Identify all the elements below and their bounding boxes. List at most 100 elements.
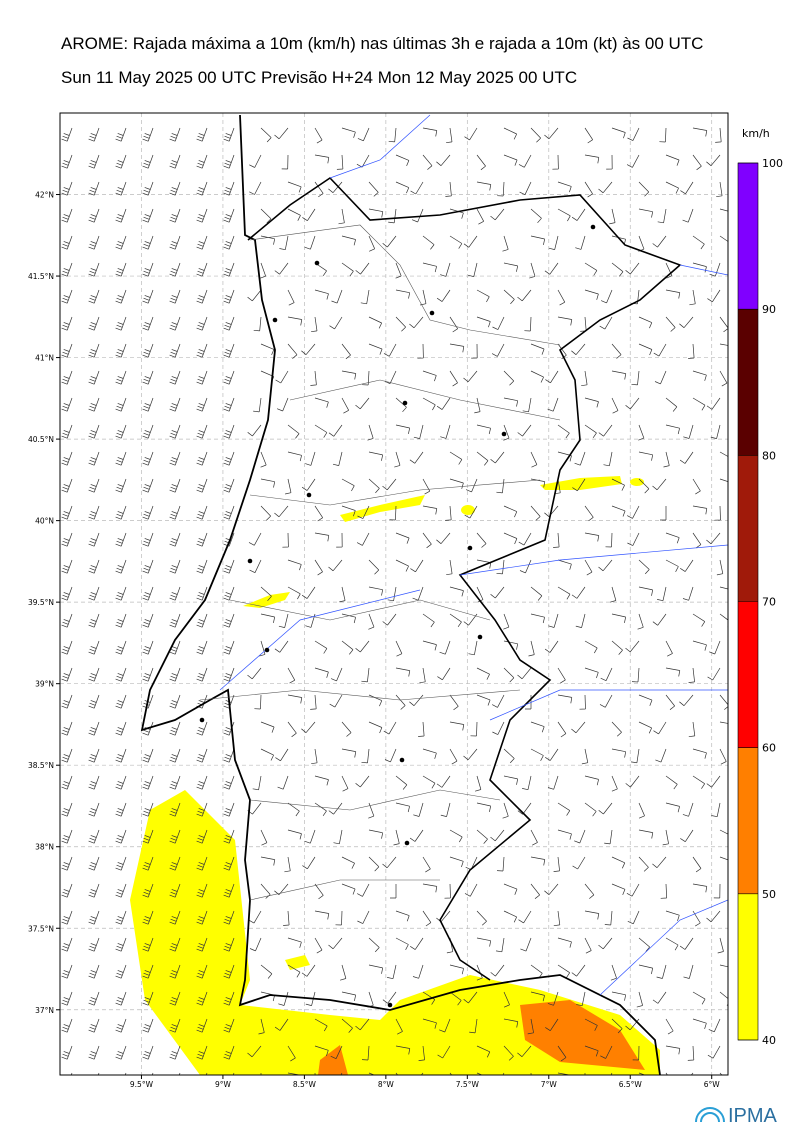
wind-barb xyxy=(611,856,626,869)
wind-barb xyxy=(341,775,349,792)
wind-barb xyxy=(88,991,100,1006)
wind-barb xyxy=(665,1045,681,1055)
wind-barb xyxy=(314,1045,329,1057)
wind-barb xyxy=(713,883,721,899)
wind-barb xyxy=(328,181,343,193)
wind-barb xyxy=(530,505,541,521)
wind-barb xyxy=(422,856,431,873)
wind-barb xyxy=(638,181,650,197)
wind-barb xyxy=(169,1045,181,1060)
wind-barb xyxy=(665,802,680,813)
wind-barb xyxy=(361,1045,370,1061)
wind-barb xyxy=(548,235,559,250)
wind-barb xyxy=(598,937,613,950)
wind-barb xyxy=(610,586,617,603)
wind-barb xyxy=(422,127,438,137)
wind-barb xyxy=(719,856,728,861)
wind-barb xyxy=(115,289,127,304)
wind-barb xyxy=(142,208,154,223)
wind-barb xyxy=(719,721,728,724)
wind-barb xyxy=(692,856,702,873)
wind-barb xyxy=(449,829,463,843)
wind-barb xyxy=(142,910,154,925)
wind-barb xyxy=(557,1072,572,1075)
wind-barb xyxy=(422,154,433,170)
wind-barb xyxy=(518,910,532,924)
wind-barb xyxy=(600,289,613,304)
wind-barb xyxy=(682,586,694,601)
wind-barb xyxy=(409,829,424,842)
wind-barb xyxy=(449,721,465,731)
wind-barb xyxy=(449,856,464,868)
wind-barb xyxy=(680,559,694,572)
coastline xyxy=(140,114,661,1075)
wind-barb xyxy=(710,424,721,439)
wind-barb xyxy=(600,1045,613,1059)
wind-barb xyxy=(395,181,410,194)
wind-barb xyxy=(579,694,586,710)
wind-barb xyxy=(409,316,424,329)
wind-barb xyxy=(341,640,354,655)
map-frame xyxy=(59,112,729,1076)
wind-barb xyxy=(169,829,181,844)
wind-barb xyxy=(638,856,649,872)
wind-barb xyxy=(547,991,559,1006)
wind-barb xyxy=(61,262,73,277)
wind-barb xyxy=(557,694,573,704)
wind-barb xyxy=(115,964,127,979)
wind-barb xyxy=(368,937,380,953)
wind-barb xyxy=(115,775,127,790)
wind-barb xyxy=(503,424,510,441)
wind-barb xyxy=(196,991,208,1006)
wind-barb xyxy=(301,343,316,355)
river xyxy=(219,114,728,996)
wind-barb xyxy=(502,235,509,252)
wind-barb xyxy=(283,910,290,926)
wind-barb xyxy=(475,775,482,792)
wind-barb xyxy=(341,262,354,277)
wind-barb xyxy=(503,748,515,764)
wind-barb xyxy=(692,397,706,411)
wind-barb xyxy=(382,478,397,491)
wind-barb xyxy=(683,424,694,439)
wind-barb xyxy=(638,1072,646,1075)
wind-barb xyxy=(610,964,617,981)
wind-barb xyxy=(287,721,297,738)
wind-barb xyxy=(520,937,532,952)
wind-barb xyxy=(530,748,544,761)
wind-barb xyxy=(611,883,626,896)
wind-barb xyxy=(476,802,492,812)
wind-barb xyxy=(88,721,100,736)
wind-barb xyxy=(382,856,397,869)
wind-barb xyxy=(142,640,154,655)
wind-barb xyxy=(503,289,515,305)
wind-barb xyxy=(61,505,73,520)
wind-barb xyxy=(383,721,397,735)
wind-barb xyxy=(584,424,597,438)
wind-barb xyxy=(357,505,370,519)
wind-barb xyxy=(314,397,329,408)
wind-barb xyxy=(196,586,208,601)
wind-barb xyxy=(584,181,593,198)
wind-barb xyxy=(88,424,100,439)
wind-barb xyxy=(688,343,695,359)
wind-barb xyxy=(652,856,667,868)
wind-barb xyxy=(411,208,424,223)
x-tick-label: 9.5°W xyxy=(130,1080,154,1089)
wind-barb xyxy=(719,613,728,628)
wind-barb xyxy=(287,1072,302,1075)
wind-barb xyxy=(660,506,667,521)
wind-barb xyxy=(142,775,154,790)
wind-barb xyxy=(611,127,626,139)
wind-barb xyxy=(61,289,73,304)
wind-barb xyxy=(388,127,397,143)
wind-barb xyxy=(260,208,272,224)
wind-barb xyxy=(331,289,343,304)
wind-barb xyxy=(223,397,235,412)
wind-barb xyxy=(437,1045,451,1059)
wind-barb xyxy=(417,343,424,359)
wind-barb xyxy=(706,775,721,788)
wind-barb xyxy=(169,586,181,601)
wind-barb xyxy=(557,667,566,684)
wind-barb xyxy=(341,397,350,414)
